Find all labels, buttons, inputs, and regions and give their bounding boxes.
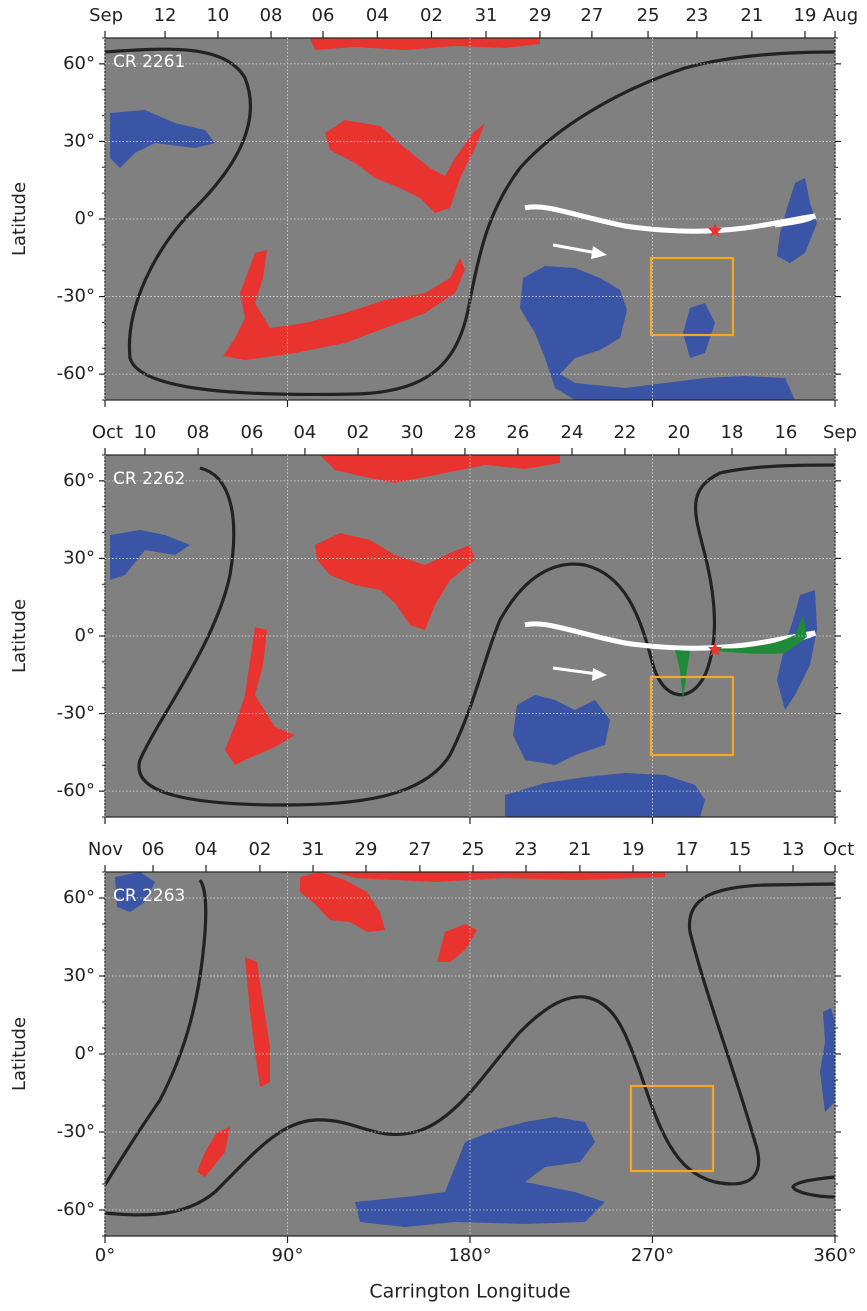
x2-tick-label: 22: [613, 422, 636, 443]
x2-tick-label: Aug: [823, 5, 858, 26]
x2-tick-label: 19: [622, 839, 645, 860]
x2-tick-label: 27: [580, 5, 603, 26]
x2-tick-label: 13: [782, 839, 805, 860]
y-tick-label: -60°: [57, 780, 95, 801]
x2-tick-label: 25: [462, 839, 485, 860]
y-tick-label: -30°: [57, 703, 95, 724]
y-tick-label: 0°: [75, 208, 95, 229]
x2-tick-label: 28: [453, 422, 476, 443]
y-tick-label: 30°: [63, 547, 95, 568]
y-axis-label: Latitude: [9, 1017, 30, 1091]
x2-tick-label: 08: [187, 422, 210, 443]
x2-tick-label: 15: [728, 839, 751, 860]
y-tick-label: 60°: [63, 470, 95, 491]
figure: -60° -30° 0° 30° 60° Sep 12 10 08 06 04 02 31 29 27 25 2…: [0, 0, 867, 1311]
x2-tick-label: 10: [206, 5, 229, 26]
y-tick-label: 0°: [75, 1043, 95, 1064]
x2-tick-label: 31: [302, 839, 325, 860]
x2-tick-label: Sep: [89, 5, 123, 26]
x2-tick-label: 02: [420, 5, 443, 26]
x2-tick-label: 21: [568, 839, 591, 860]
x2-tick-label: 04: [195, 839, 218, 860]
y-tick-label: -30°: [57, 286, 95, 307]
x2-tick-label: 08: [260, 5, 283, 26]
y-tick-label: 60°: [63, 887, 95, 908]
panel-title: CR 2261: [113, 52, 185, 72]
y-tick-label: 60°: [63, 53, 95, 74]
y-tick-label: -30°: [57, 1121, 95, 1142]
x2-tick-label: 04: [366, 5, 389, 26]
x2-tick-label: 27: [408, 839, 431, 860]
x2-tick-label: 21: [740, 5, 763, 26]
y-axis-label: Latitude: [9, 599, 30, 673]
x2-tick-label: 04: [293, 422, 316, 443]
y-tick-label: -60°: [57, 363, 95, 384]
x2-tick-label: 29: [529, 5, 552, 26]
x2-tick-label: Nov: [88, 839, 123, 860]
x-tick-label: 360°: [813, 1245, 856, 1266]
x-tick-label: 0°: [95, 1245, 115, 1266]
x-axis-label: Carrington Longitude: [369, 1281, 570, 1303]
x2-tick-label: 25: [637, 5, 660, 26]
x-tick-label: 180°: [448, 1245, 491, 1266]
x2-tick-label: 29: [355, 839, 378, 860]
x2-tick-label: 02: [347, 422, 370, 443]
y-tick-label: 0°: [75, 625, 95, 646]
panel: [99, 448, 841, 824]
x2-tick-label: Sep: [823, 422, 857, 443]
x2-tick-label: 30: [401, 422, 424, 443]
x2-tick-label: 10: [133, 422, 156, 443]
x2-tick-label: 06: [312, 5, 335, 26]
x2-tick-label: 12: [154, 5, 177, 26]
x2-tick-label: 17: [676, 839, 699, 860]
x2-tick-label: 24: [561, 422, 584, 443]
panel: [99, 31, 841, 407]
x-tick-label: 90°: [272, 1245, 304, 1266]
x2-tick-label: 26: [506, 422, 529, 443]
x2-tick-label: 18: [721, 422, 744, 443]
x2-tick-label: 06: [241, 422, 264, 443]
x2-tick-label: 02: [248, 839, 271, 860]
y-tick-label: -60°: [57, 1199, 95, 1220]
x2-tick-label: Oct: [92, 422, 123, 443]
y-tick-label: 30°: [63, 965, 95, 986]
panel: [99, 865, 841, 1243]
panel-title: CR 2262: [113, 469, 185, 489]
x2-tick-label: 23: [515, 839, 538, 860]
y-axis-label: Latitude: [9, 182, 30, 256]
x-tick-label: 270°: [631, 1245, 674, 1266]
x2-tick-label: 23: [685, 5, 708, 26]
panel-title: CR 2263: [113, 886, 185, 906]
x2-tick-label: 20: [667, 422, 690, 443]
x2-tick-label: 16: [774, 422, 797, 443]
x2-tick-label: 31: [475, 5, 498, 26]
x2-tick-label: Oct: [823, 839, 854, 860]
x2-tick-label: 19: [794, 5, 817, 26]
y-tick-label: 30°: [63, 130, 95, 151]
x2-tick-label: 06: [142, 839, 165, 860]
